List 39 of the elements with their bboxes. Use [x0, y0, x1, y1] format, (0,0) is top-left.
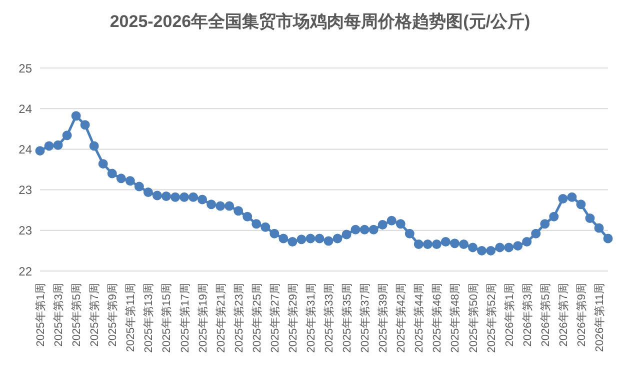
x-tick-label: 2025年第29周 — [287, 283, 300, 353]
x-tick-label: 2025年第21周 — [215, 283, 228, 353]
x-tick-label: 2025年第33周 — [324, 283, 336, 353]
x-tick-label: 2025年第3周 — [53, 283, 66, 347]
x-tick-label: 2025年第23周 — [233, 283, 246, 353]
x-tick-label: 2025年第7周 — [89, 283, 102, 347]
x-tick-label: 2025年第17周 — [179, 283, 192, 353]
x-tick-label: 2025年第11周 — [125, 283, 138, 352]
x-tick-label: 2025年第25周 — [251, 283, 264, 353]
x-tick-label: 2025年第27周 — [269, 283, 282, 353]
x-tick-label: 2025年第15周 — [161, 283, 174, 353]
x-tick-label: 2026年第9周 — [576, 283, 588, 347]
chart-title: 2025-2026年全国集贸市场鸡肉每周价格趋势图(元/公斤) — [108, 11, 532, 33]
x-tick-label: 2025年第37周 — [360, 283, 372, 353]
x-tick-label: 2026年第5周 — [540, 283, 552, 347]
x-tick-label: 2025年第44周 — [414, 283, 426, 353]
x-tick-label: 2025年第52周 — [486, 283, 498, 353]
x-tick-label: 2025年第46周 — [432, 283, 444, 353]
y-tick-label: 23 — [18, 183, 32, 198]
y-tick-label: 22 — [18, 264, 32, 278]
x-tick-label: 2026年第11周 — [594, 283, 606, 352]
y-tick-label: 23 — [18, 224, 32, 238]
x-tick-label: 2025年第35周 — [342, 283, 354, 353]
y-tick-label: 25 — [18, 61, 32, 76]
x-tick-label: 2025年第39周 — [378, 283, 390, 353]
x-tick-label: 2025年第19周 — [197, 283, 210, 353]
x-tick-label: 2026年第3周 — [522, 283, 534, 347]
x-tick-label: 2025年第9周 — [107, 283, 120, 347]
x-tick-label: 2026年第1周 — [504, 283, 516, 347]
x-tick-label: 2025年第1周 — [35, 283, 47, 347]
y-tick-label: 24 — [18, 102, 32, 116]
x-tick-label: 2025年第5周 — [71, 283, 84, 347]
x-tick-label: 2025年第13周 — [143, 283, 156, 353]
x-tick-label: 2026年第7周 — [558, 283, 570, 347]
x-tick-label: 2025年第31周 — [305, 283, 318, 353]
x-tick-label: 2025年第42周 — [396, 283, 408, 353]
x-tick-label: 2025年第50周 — [468, 283, 480, 353]
x-tick-label: 2025年第48周 — [450, 283, 462, 353]
y-tick-label: 24 — [18, 142, 32, 156]
